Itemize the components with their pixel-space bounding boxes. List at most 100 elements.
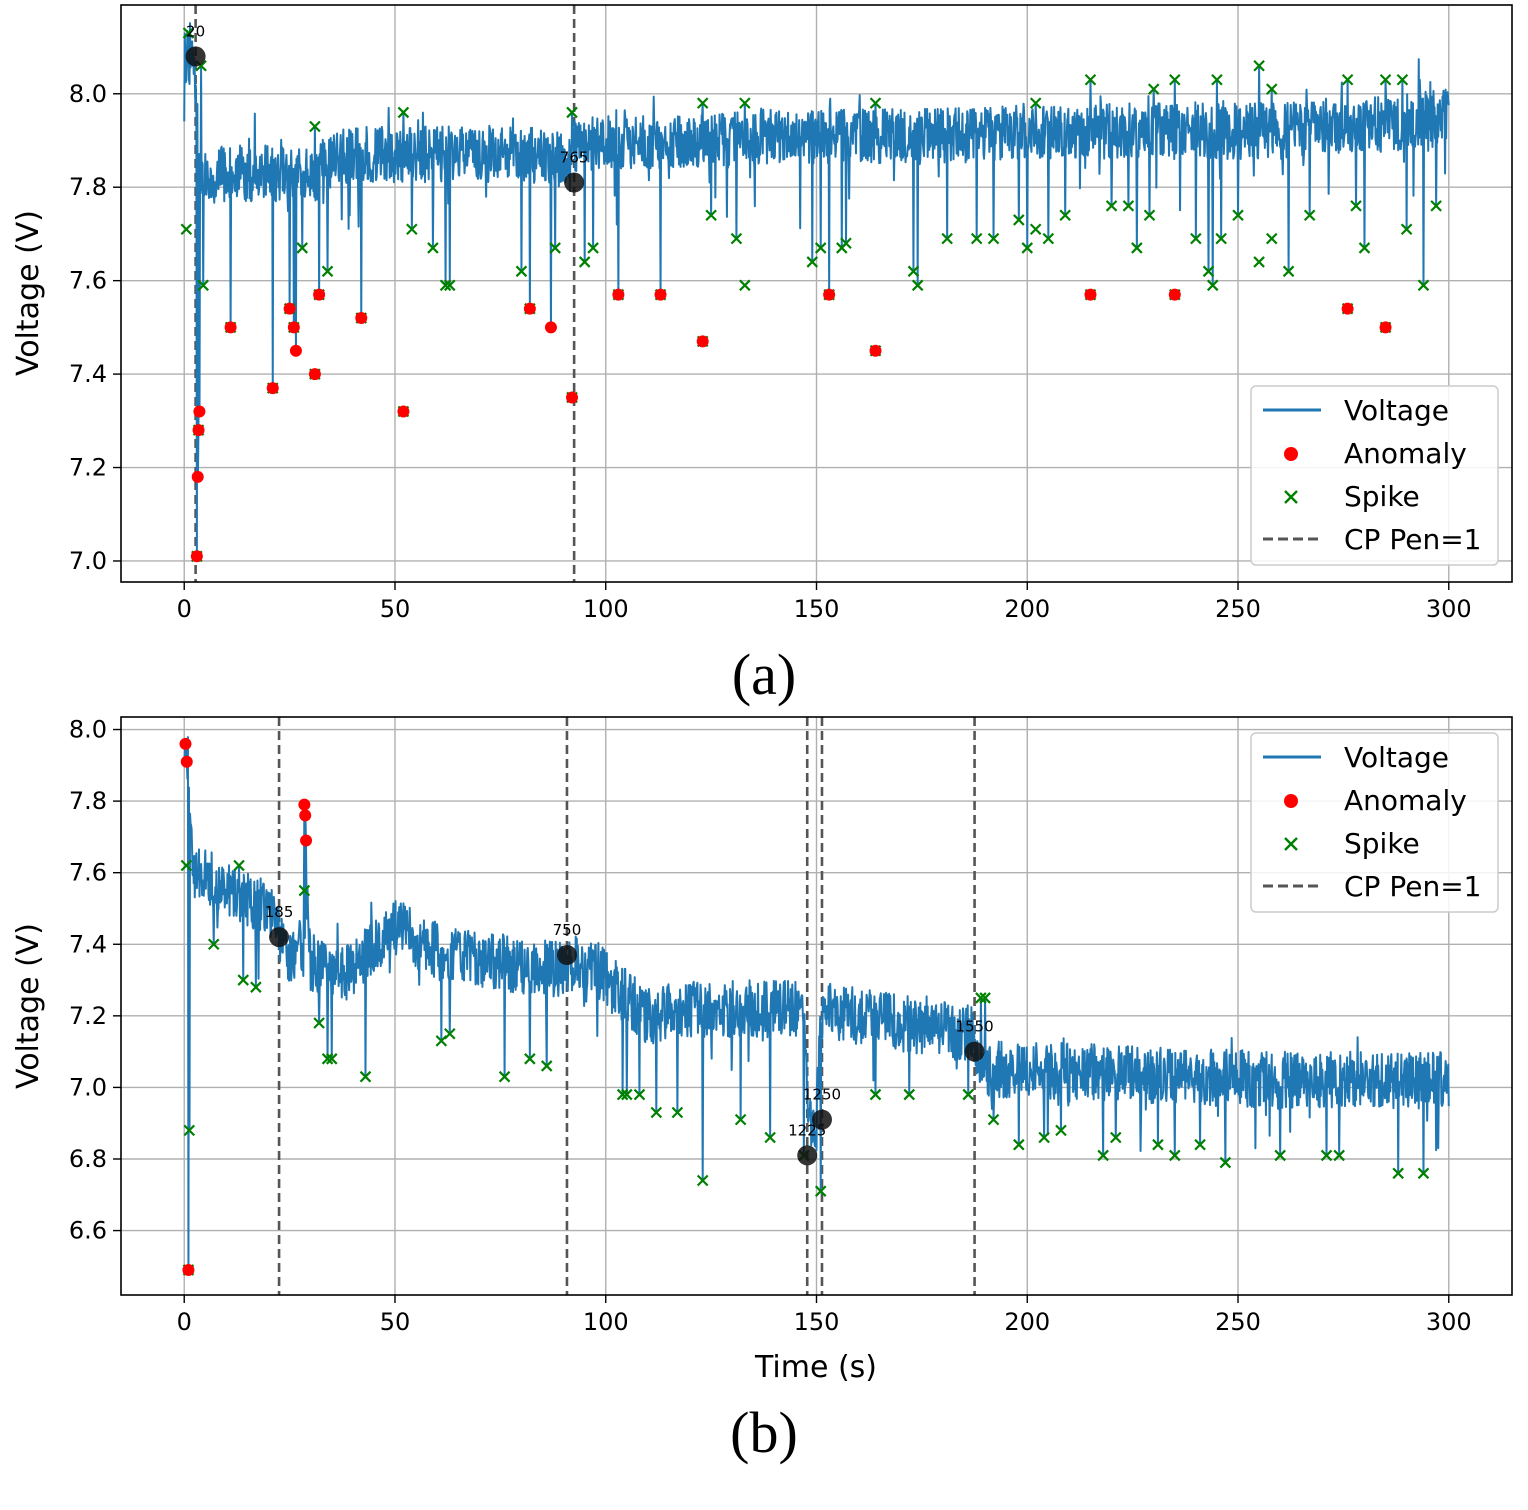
changepoint-label: 1550 bbox=[955, 1018, 993, 1036]
y-tick-label: 7.0 bbox=[69, 547, 107, 575]
spike-marker bbox=[321, 265, 334, 278]
x-tick-label: 150 bbox=[794, 595, 840, 623]
changepoint-label: 765 bbox=[560, 149, 589, 167]
y-axis-label-b: Voltage (V) bbox=[11, 923, 46, 1089]
y-tick-label: 7.2 bbox=[69, 454, 107, 482]
spike-marker bbox=[621, 1088, 633, 1101]
y-tick-label: 8.0 bbox=[69, 716, 107, 744]
spike-marker bbox=[869, 1088, 882, 1101]
spike-marker bbox=[869, 97, 882, 109]
legend-label: Anomaly bbox=[1344, 784, 1467, 817]
anomaly-marker bbox=[298, 798, 311, 811]
spike-marker bbox=[671, 1106, 684, 1119]
spike-marker bbox=[987, 232, 1000, 245]
spike-marker bbox=[180, 223, 193, 236]
spike-marker bbox=[975, 992, 987, 1004]
x-tick-label: 50 bbox=[380, 595, 411, 623]
spike-marker bbox=[578, 256, 591, 268]
spike-marker bbox=[1105, 200, 1118, 212]
spike-marker bbox=[1021, 242, 1034, 254]
anomaly-marker bbox=[523, 302, 536, 315]
anomaly-marker bbox=[299, 809, 312, 822]
spike-marker bbox=[1341, 73, 1354, 86]
spike-marker bbox=[397, 106, 410, 119]
legend-anomaly-swatch bbox=[1284, 447, 1298, 461]
spike-marker bbox=[806, 256, 819, 268]
anomaly-marker bbox=[566, 391, 579, 404]
legend-b: Voltage Anomaly Spike CP Pen=1 bbox=[1250, 732, 1499, 913]
spike-marker bbox=[1169, 73, 1181, 86]
anomaly-marker bbox=[224, 321, 237, 334]
spike-marker bbox=[1350, 200, 1362, 212]
spike-marker bbox=[1417, 279, 1430, 292]
changepoint-label: 185 bbox=[265, 903, 294, 921]
spike-marker bbox=[941, 232, 953, 245]
panel-caption-b: (b) bbox=[730, 1400, 798, 1465]
spike-marker bbox=[1122, 200, 1135, 212]
spike-marker bbox=[207, 938, 220, 951]
spike-marker bbox=[1333, 1149, 1345, 1162]
x-tick-label: 300 bbox=[1426, 595, 1472, 623]
spike-marker bbox=[1110, 1131, 1122, 1144]
grid-a bbox=[121, 5, 1512, 582]
spike-marker bbox=[427, 242, 439, 254]
spike-marker bbox=[814, 1185, 827, 1197]
spike-marker bbox=[650, 1106, 663, 1119]
spike-marker bbox=[1215, 232, 1227, 245]
spike-marker bbox=[814, 242, 827, 254]
changepoint-marker bbox=[964, 1041, 985, 1062]
anomaly-marker bbox=[1168, 288, 1181, 301]
spike-marker bbox=[587, 242, 599, 254]
spike-marker bbox=[616, 1088, 629, 1101]
spike-marker bbox=[296, 242, 309, 254]
voltage-line bbox=[183, 736, 1450, 1271]
anomaly-marker bbox=[191, 470, 204, 483]
spike-marker bbox=[840, 237, 852, 250]
spike-marker bbox=[705, 209, 717, 222]
anomaly-marker bbox=[313, 288, 326, 301]
x-tick-label: 50 bbox=[380, 1308, 411, 1336]
anomaly-marker bbox=[287, 321, 300, 334]
spike-marker bbox=[1320, 1149, 1333, 1162]
anomaly-marker bbox=[192, 424, 205, 437]
anomaly-marker bbox=[300, 834, 313, 847]
legend-box bbox=[1250, 385, 1499, 566]
y-tick-label: 7.8 bbox=[69, 787, 107, 815]
anomaly-marker bbox=[355, 312, 368, 325]
spike-marker bbox=[1147, 83, 1160, 95]
y-tick-label: 6.8 bbox=[69, 1145, 107, 1173]
panel-caption-a: (a) bbox=[732, 642, 796, 707]
spike-marker bbox=[1143, 209, 1156, 222]
y-tick-label: 6.6 bbox=[69, 1217, 107, 1245]
spike-marker bbox=[1417, 1167, 1430, 1180]
anomaly-marker bbox=[266, 382, 279, 395]
spike-marker bbox=[1029, 223, 1042, 236]
y-tick-label: 8.0 bbox=[69, 80, 107, 108]
spike-marker bbox=[903, 1088, 916, 1101]
spike-marker bbox=[1274, 1149, 1286, 1162]
spike-marker bbox=[309, 120, 321, 133]
spike-marker bbox=[1211, 73, 1223, 86]
y-axis-label-a: Voltage (V) bbox=[11, 210, 46, 376]
spike-marker bbox=[1358, 242, 1371, 254]
spike-marker bbox=[1303, 209, 1316, 222]
changepoint-marker bbox=[797, 1145, 818, 1166]
y-tick-label: 7.8 bbox=[69, 173, 107, 201]
spike-marker bbox=[1097, 1149, 1109, 1162]
spike-marker bbox=[298, 884, 311, 897]
anomaly-marker bbox=[696, 335, 709, 348]
changepoint-markers-a: 20 765 bbox=[185, 22, 589, 193]
spike-marker bbox=[764, 1131, 776, 1144]
spike-marker bbox=[313, 1017, 325, 1029]
chart-panel-a: 20 765 0 50 100 150 200 250 300 7.0 7.2 7.4 7.6 7.8 8… bbox=[11, 4, 1513, 623]
anomaly-marker bbox=[308, 368, 321, 381]
spike-marker bbox=[566, 106, 578, 119]
anomaly-marker bbox=[283, 302, 296, 315]
spike-marker bbox=[1396, 73, 1409, 86]
spike-marker bbox=[1152, 1138, 1164, 1151]
legend-a: Voltage Anomaly Spike CP Pen=1 bbox=[1250, 385, 1499, 566]
spike-marker bbox=[524, 1053, 536, 1065]
spike-marker bbox=[962, 1088, 975, 1101]
